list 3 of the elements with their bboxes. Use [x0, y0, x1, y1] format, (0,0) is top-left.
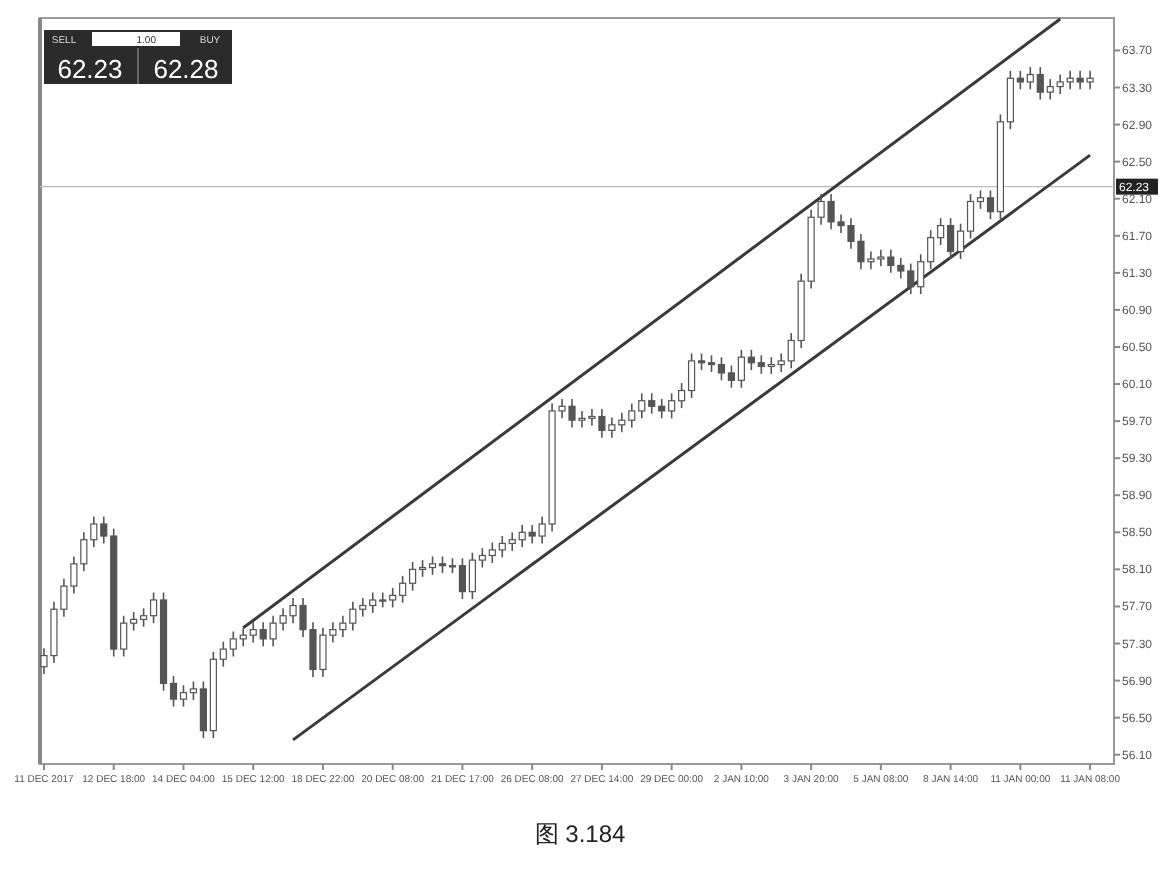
annotation: 62.28	[153, 54, 219, 84]
caption: 图 3.184	[534, 820, 626, 848]
annotation: 62.23	[57, 54, 123, 84]
